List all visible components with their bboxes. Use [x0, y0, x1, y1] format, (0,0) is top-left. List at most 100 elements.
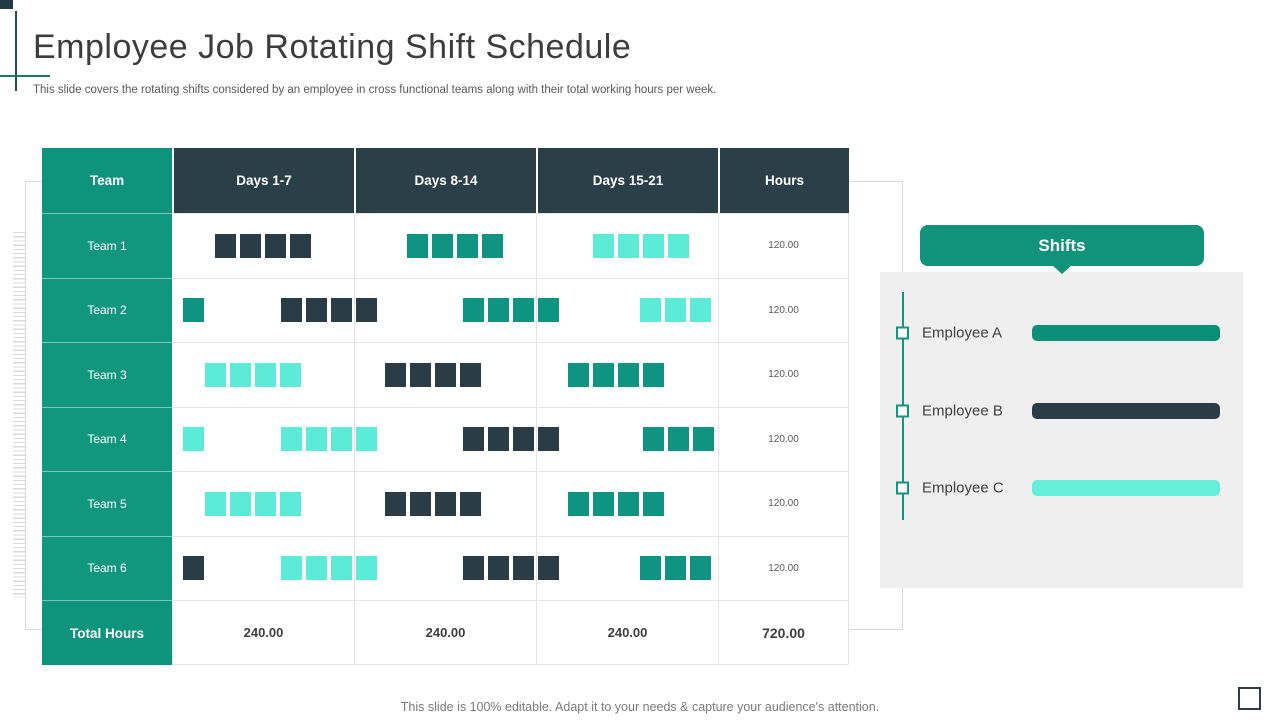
header-hours: Hours — [718, 148, 849, 213]
title-accent-horizontal-line — [0, 75, 50, 77]
shift-segment-employee-B — [281, 298, 377, 323]
legend-checkbox[interactable] — [896, 326, 909, 340]
legend-item-employee-C: Employee C — [880, 473, 1243, 503]
shift-gantt-area — [172, 406, 718, 471]
shift-square — [290, 233, 311, 258]
shift-segment-employee-B — [385, 491, 481, 516]
shift-square — [593, 362, 614, 387]
shift-square — [643, 491, 664, 516]
shift-square — [640, 298, 661, 323]
shift-square — [356, 427, 377, 452]
total-days-8-14: 240.00 — [354, 600, 536, 665]
column-gridline — [536, 536, 537, 600]
header-team: Team — [42, 148, 172, 213]
column-gridline — [354, 536, 355, 600]
hours-cell: 120.00 — [718, 406, 849, 471]
shift-square — [463, 556, 484, 581]
column-gridline — [536, 343, 537, 407]
legend-item-employee-B: Employee B — [880, 396, 1243, 426]
shift-square — [410, 362, 431, 387]
team-cell: Team 1 — [42, 213, 172, 278]
column-gridline — [536, 278, 537, 342]
shift-square — [205, 491, 226, 516]
team-cell: Team 4 — [42, 406, 172, 471]
total-days-1-7: 240.00 — [172, 600, 354, 665]
shift-segment-employee-B — [215, 233, 311, 258]
column-gridline — [536, 407, 537, 471]
shift-square — [693, 427, 714, 452]
team-cell: Team 6 — [42, 535, 172, 600]
shift-square — [568, 362, 589, 387]
shift-square — [435, 491, 456, 516]
shift-square — [513, 556, 534, 581]
total-days-15-21: 240.00 — [536, 600, 718, 665]
shift-square — [215, 233, 236, 258]
shift-segment-employee-A — [643, 427, 714, 452]
shift-square — [460, 491, 481, 516]
legend-color-bar — [1032, 403, 1220, 419]
column-gridline — [354, 278, 355, 342]
bottom-right-placeholder-square — [1238, 687, 1261, 710]
table-header-row: Team Days 1-7 Days 8-14 Days 15-21 Hours — [42, 148, 849, 213]
shift-square — [407, 233, 428, 258]
shift-square — [432, 233, 453, 258]
shift-square — [356, 298, 377, 323]
shift-square — [690, 298, 711, 323]
shift-segment-employee-C — [205, 362, 301, 387]
shift-square — [240, 233, 261, 258]
footer-note: This slide is 100% editable. Adapt it to… — [400, 700, 880, 714]
shift-square — [643, 362, 664, 387]
shift-square — [593, 491, 614, 516]
shift-segment-employee-A — [568, 491, 664, 516]
shift-square — [230, 491, 251, 516]
shift-square — [385, 362, 406, 387]
shift-square — [255, 362, 276, 387]
shift-square — [280, 362, 301, 387]
shift-schedule-table: Team Days 1-7 Days 8-14 Days 15-21 Hours… — [42, 148, 849, 665]
shift-segment-employee-A — [640, 556, 711, 581]
column-gridline — [536, 472, 537, 536]
hours-cell: 120.00 — [718, 535, 849, 600]
legend-color-bar — [1032, 325, 1220, 341]
shifts-button[interactable]: Shifts — [920, 225, 1204, 266]
shift-gantt-area — [172, 213, 718, 278]
shift-segment-employee-C — [183, 427, 204, 452]
shift-square — [331, 427, 352, 452]
shift-square — [618, 491, 639, 516]
column-gridline — [354, 214, 355, 278]
shift-square — [488, 298, 509, 323]
shift-square — [385, 491, 406, 516]
table-total-row: Total Hours 240.00 240.00 240.00 720.00 — [42, 600, 849, 665]
shift-square — [280, 491, 301, 516]
column-gridline — [354, 472, 355, 536]
shift-square — [331, 298, 352, 323]
shift-square — [356, 556, 377, 581]
shift-square — [265, 233, 286, 258]
shift-square — [538, 556, 559, 581]
shift-square — [183, 427, 204, 452]
page-subtitle: This slide covers the rotating shifts co… — [33, 84, 717, 96]
shift-segment-employee-C — [593, 233, 689, 258]
shift-square — [463, 427, 484, 452]
page-title: Employee Job Rotating Shift Schedule — [33, 28, 632, 66]
table-row: Team 4 120.00 — [42, 406, 849, 471]
hours-cell: 120.00 — [718, 471, 849, 536]
shift-square — [513, 298, 534, 323]
total-overall: 720.00 — [718, 600, 849, 665]
shift-square — [306, 556, 327, 581]
shift-square — [281, 298, 302, 323]
legend-checkbox[interactable] — [896, 481, 909, 495]
shift-square — [538, 298, 559, 323]
table-row: Team 1 120.00 — [42, 213, 849, 278]
column-gridline — [536, 214, 537, 278]
header-days-1-7: Days 1-7 — [172, 148, 354, 213]
hours-cell: 120.00 — [718, 342, 849, 407]
column-gridline — [354, 407, 355, 471]
legend-checkbox[interactable] — [896, 404, 909, 418]
shift-square — [410, 491, 431, 516]
shift-segment-employee-C — [205, 491, 301, 516]
shift-square — [488, 427, 509, 452]
legend-item-label: Employee B — [922, 402, 1003, 420]
shift-square — [457, 233, 478, 258]
shift-segment-employee-B — [463, 427, 559, 452]
